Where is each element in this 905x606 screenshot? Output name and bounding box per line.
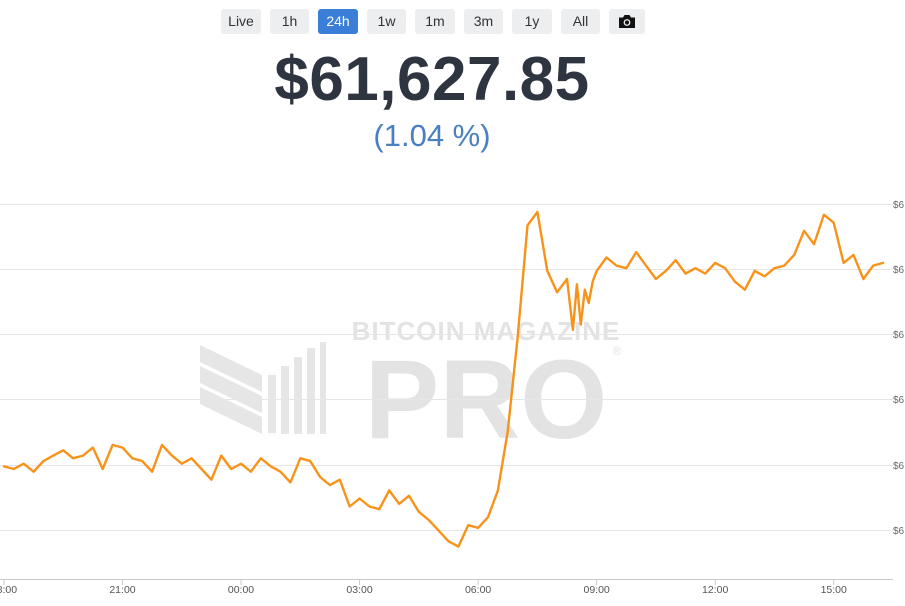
y-tick-label: $6 [893,461,905,472]
range-1h-button[interactable]: 1h [270,9,309,34]
y-tick-label: $6 [893,200,905,211]
price-change-percent: (1.04 %) [373,118,491,153]
range-live-button[interactable]: Live [221,9,261,34]
watermark-registered-mark: ® [613,344,622,358]
price-chart: BITCOIN MAGAZINE PRO ® $6 $6 $6 $6 $6 $6 18:0… [0,200,905,596]
range-1w-button[interactable]: 1w [367,9,406,34]
grid-lines [0,204,893,531]
watermark: BITCOIN MAGAZINE PRO ® [200,316,622,462]
x-tick-label: 06:00 [465,584,491,596]
x-axis-ticks: 18:00 21:00 00:00 03:00 06:00 09:00 12:00 15:00 [0,579,847,596]
watermark-logo-icon [200,342,326,434]
x-tick-label: 18:00 [0,584,17,596]
x-tick-label: 03:00 [346,584,372,596]
y-axis-labels: $6 $6 $6 $6 $6 $6 [893,200,905,537]
y-tick-label: $6 [893,526,905,537]
x-tick-label: 15:00 [821,584,847,596]
current-price: $61,627.85 [274,45,590,114]
time-range-selector: Live 1h 24h 1w 1m 3m 1y All [0,9,905,35]
range-24h-button[interactable]: 24h [318,9,358,34]
y-tick-label: $6 [893,395,905,406]
y-tick-label: $6 [893,265,905,276]
price-series-line [2,210,885,548]
x-tick-label: 21:00 [109,584,135,596]
x-tick-label: 09:00 [584,584,610,596]
range-3m-button[interactable]: 3m [464,9,503,34]
range-1y-button[interactable]: 1y [512,9,552,34]
y-tick-label: $6 [893,330,905,341]
camera-icon[interactable] [609,9,645,34]
range-1m-button[interactable]: 1m [415,9,455,34]
range-all-button[interactable]: All [561,9,600,34]
x-tick-label: 00:00 [228,584,254,596]
x-tick-label: 12:00 [702,584,728,596]
